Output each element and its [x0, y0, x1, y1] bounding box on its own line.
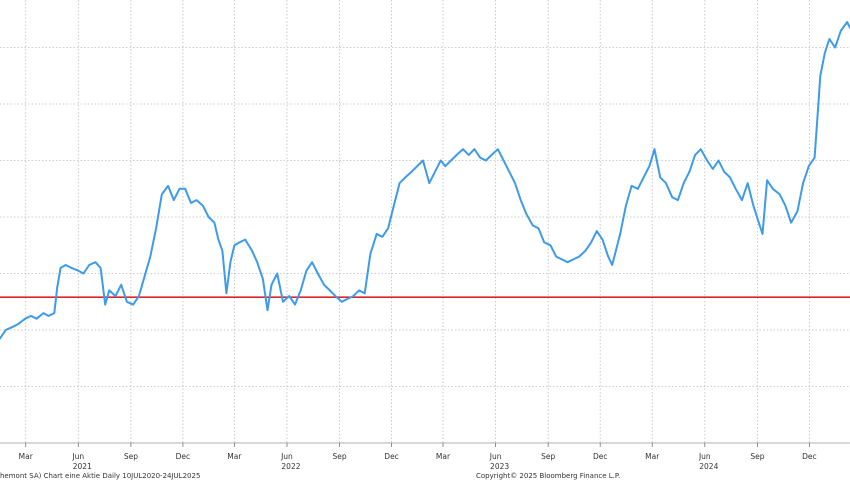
chart-footer: hemont SA) Chart eine Aktie Daily 10JUL2…	[0, 472, 620, 480]
footer-source-text: hemont SA) Chart eine Aktie Daily 10JUL2…	[0, 472, 200, 480]
x-tick-label: Jun	[280, 452, 293, 461]
x-tick-label: Jun	[698, 452, 711, 461]
x-tick-label: Sep	[332, 452, 346, 461]
x-tick-label: Jun	[489, 452, 502, 461]
series-layer	[0, 21, 850, 340]
gridlines	[0, 0, 850, 444]
x-tick-label: Sep	[124, 452, 138, 461]
year-label: 2023	[490, 462, 509, 471]
x-tick-label: Jun	[71, 452, 84, 461]
x-tick-label: Mar	[436, 452, 451, 461]
year-label: 2021	[73, 462, 92, 471]
year-label: 2022	[281, 462, 300, 471]
x-axis-ticks: Mar Jun Sep Dec Mar Jun Sep Dec Mar Jun Sep Dec Mar J…	[19, 443, 817, 471]
x-tick-label: Dec	[802, 452, 817, 461]
x-tick-label: Mar	[645, 452, 660, 461]
x-tick-label: Dec	[176, 452, 191, 461]
footer-copyright-text: Copyright© 2025 Bloomberg Finance L.P.	[476, 472, 620, 480]
x-tick-label: Sep	[541, 452, 555, 461]
year-label: 2024	[699, 462, 718, 471]
x-tick-label: Mar	[227, 452, 242, 461]
x-tick-label: Dec	[593, 452, 608, 461]
x-tick-label: Mar	[19, 452, 34, 461]
x-tick-label: Sep	[750, 452, 764, 461]
price-series-line	[0, 21, 850, 340]
x-tick-label: Dec	[384, 452, 399, 461]
